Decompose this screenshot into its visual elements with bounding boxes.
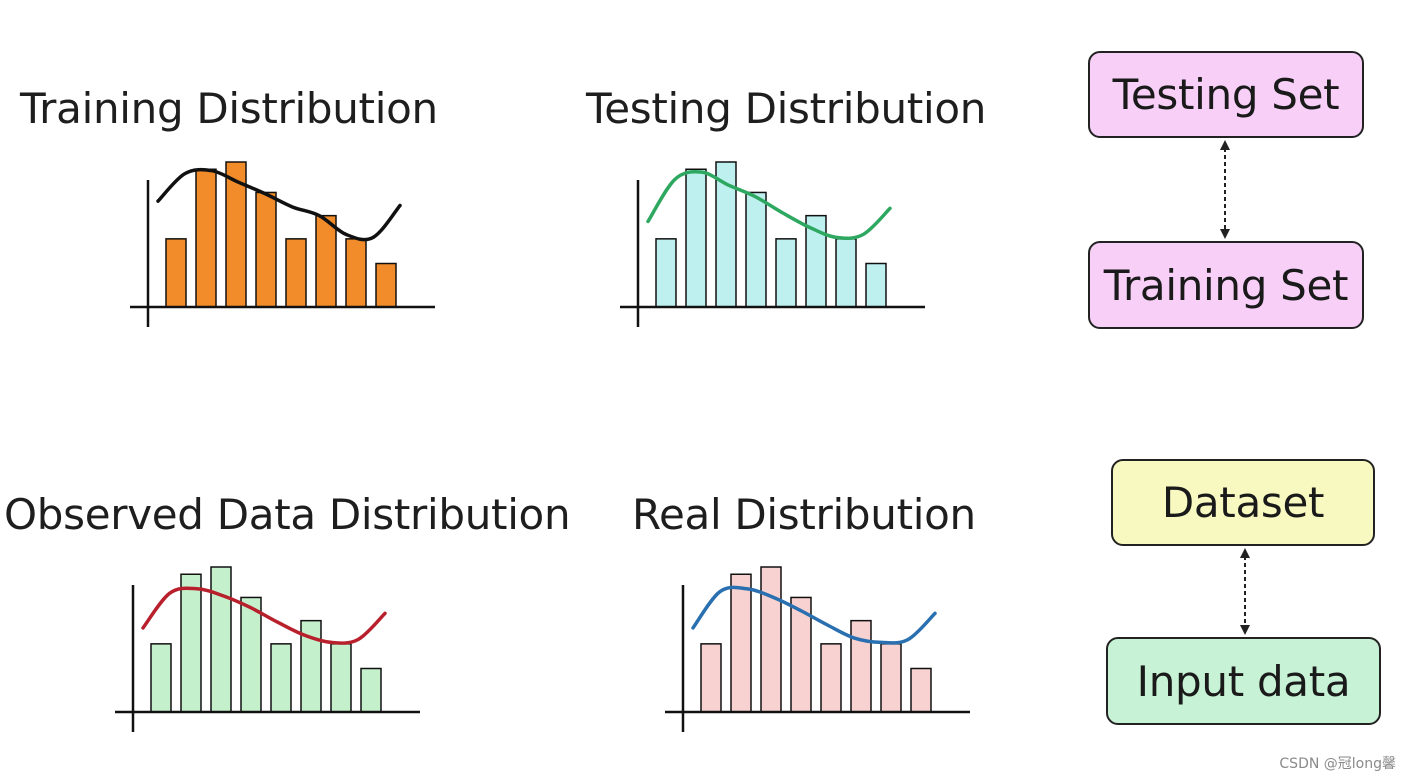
training-set-box: Training Set [1088, 241, 1364, 329]
input-data-box: Input data [1106, 637, 1381, 725]
testing-training-connector-arrow [1220, 140, 1230, 239]
histogram-bar [255, 191, 277, 308]
testing-distribution-histogram [620, 161, 925, 327]
histogram-bar [775, 238, 797, 308]
histogram-bar [700, 643, 722, 713]
histogram-bar [315, 214, 337, 308]
distribution-curve [646, 169, 892, 241]
histogram-bar [150, 643, 172, 713]
histogram-bar [865, 262, 887, 308]
dataset-input-connector-arrow [1240, 548, 1250, 635]
histogram-bar [880, 643, 902, 713]
histogram-bar [655, 238, 677, 308]
real-distribution-title: Real Distribution [632, 490, 976, 539]
histogram-bar [820, 643, 842, 713]
histogram-bar [850, 619, 872, 713]
dataset-box: Dataset [1111, 459, 1375, 546]
observed-data-distribution-title: Observed Data Distribution [4, 490, 571, 539]
histogram-bar [910, 667, 932, 713]
real-distribution-histogram [665, 566, 970, 732]
distribution-curve [141, 586, 387, 645]
histogram-bar [330, 643, 352, 713]
histogram-bar [835, 238, 857, 308]
histogram-bar [270, 643, 292, 713]
training-distribution-histogram [130, 161, 435, 327]
histogram-bar [760, 566, 782, 713]
distribution-curve [691, 585, 937, 645]
observed-data-distribution-histogram [115, 566, 420, 732]
histogram-bar [360, 667, 382, 713]
histogram-bar [685, 168, 707, 308]
histogram-bar [730, 573, 752, 713]
testing-set-box: Testing Set [1088, 51, 1364, 138]
histogram-bar [180, 573, 202, 713]
testing-set-label: Testing Set [1112, 70, 1340, 119]
watermark: CSDN @冠long馨 [1279, 756, 1396, 772]
testing-distribution-title: Testing Distribution [586, 84, 987, 133]
histogram-bar [285, 238, 307, 308]
histogram-bar [195, 168, 217, 308]
training-distribution-title: Training Distribution [20, 84, 438, 133]
histogram-bar [210, 566, 232, 713]
histogram-bar [375, 262, 397, 308]
input-data-label: Input data [1136, 656, 1351, 706]
histogram-bar [745, 191, 767, 308]
histogram-bar [240, 596, 262, 713]
histogram-bar [165, 238, 187, 308]
training-set-label: Training Set [1103, 260, 1349, 310]
distribution-curve [156, 167, 402, 242]
histogram-bar [345, 238, 367, 308]
dataset-label: Dataset [1161, 478, 1325, 527]
